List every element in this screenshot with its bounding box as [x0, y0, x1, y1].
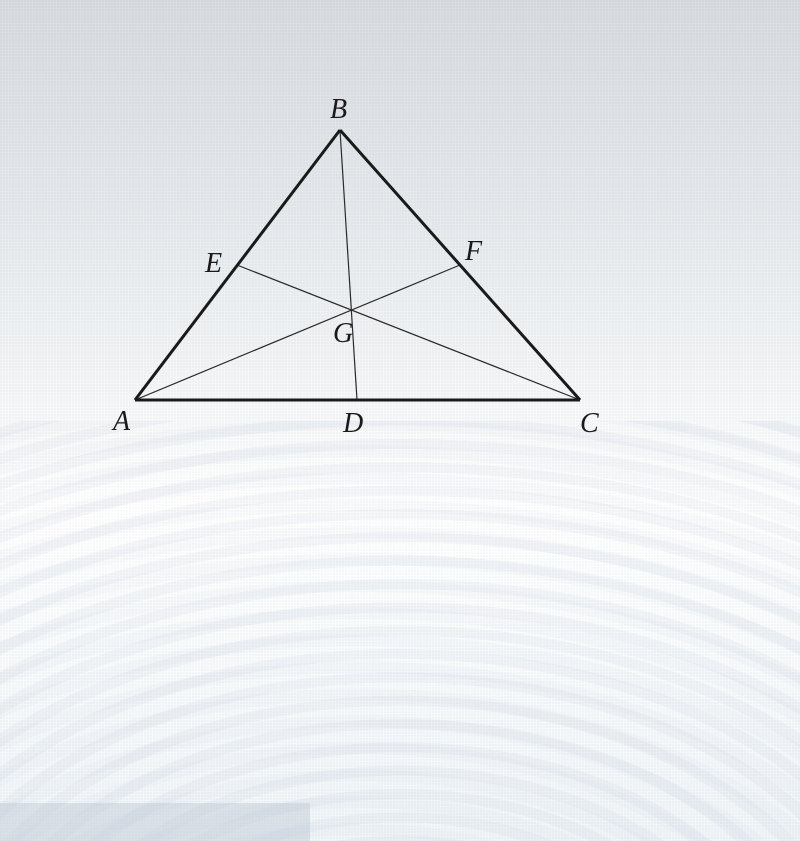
- moire-pattern: [0, 421, 800, 841]
- triangle-diagram: A B C D E F G: [105, 80, 605, 460]
- label-C: C: [580, 408, 599, 439]
- label-G: G: [333, 318, 353, 349]
- edge-AB: [135, 130, 340, 400]
- median-CE: [237, 265, 580, 400]
- median-AF: [135, 265, 460, 400]
- bottom-ui-bar: [0, 803, 310, 841]
- edge-BC: [340, 130, 580, 400]
- median-BD: [340, 130, 357, 400]
- label-E: E: [204, 248, 222, 279]
- label-A: A: [111, 406, 131, 437]
- label-B: B: [330, 94, 347, 125]
- label-D: D: [342, 408, 363, 439]
- label-F: F: [464, 236, 483, 267]
- triangle-svg: A B C D E F G: [105, 80, 605, 460]
